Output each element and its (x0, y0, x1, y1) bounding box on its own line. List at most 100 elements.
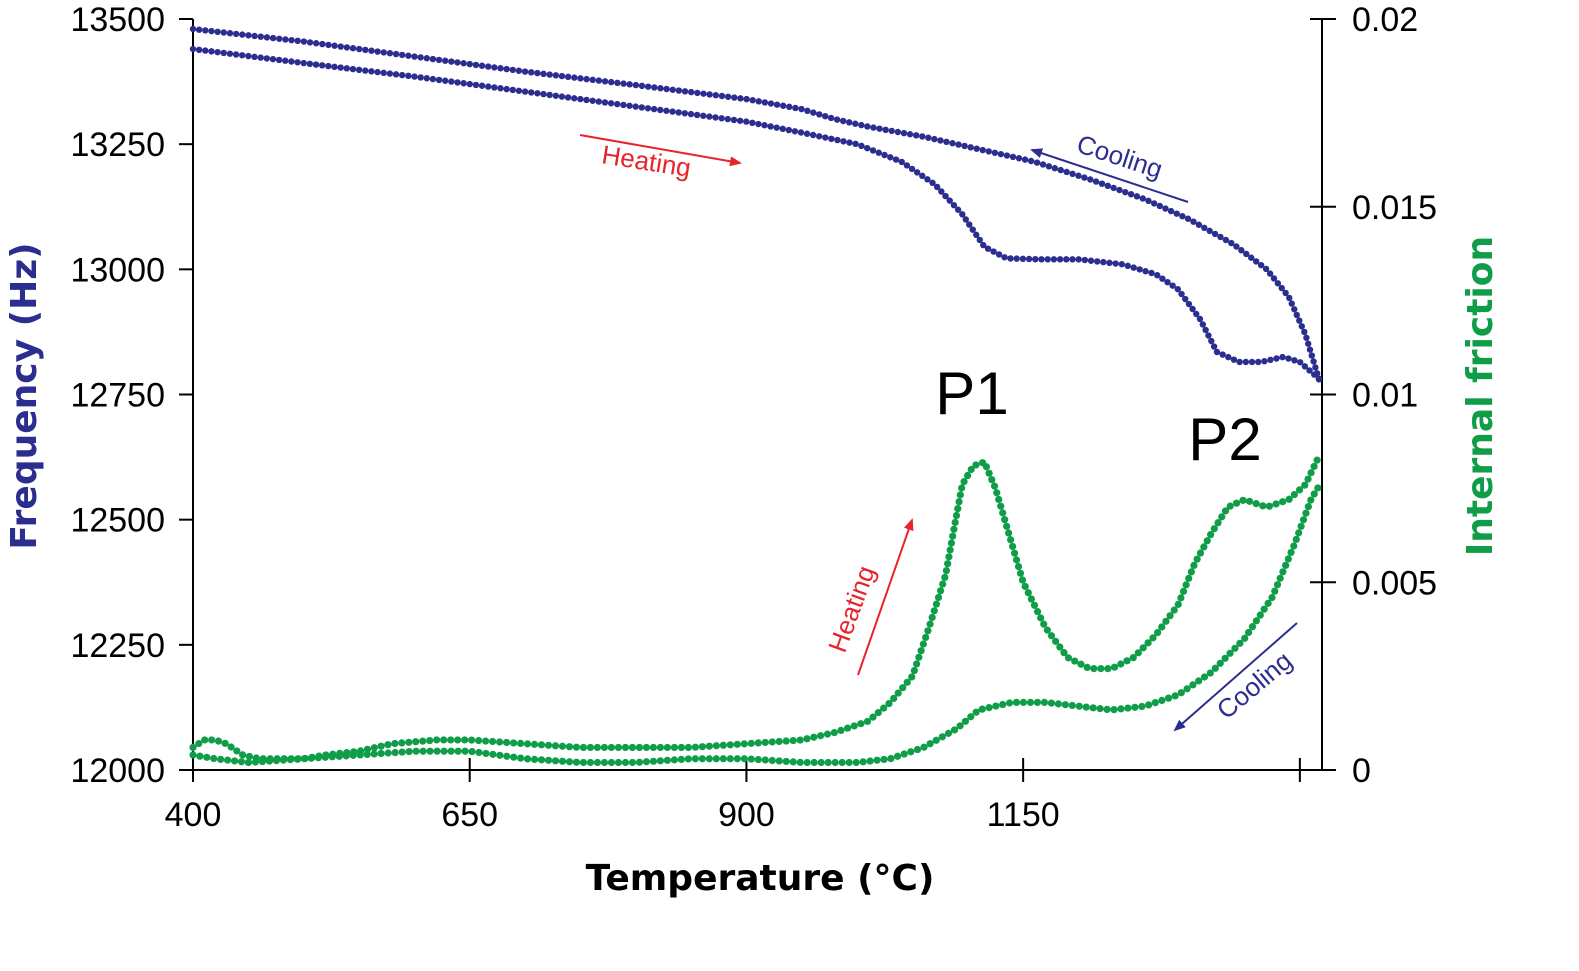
data-point (733, 740, 741, 748)
peak-label-p1: P1 (935, 360, 1008, 427)
data-point (1179, 587, 1188, 595)
data-point (426, 736, 434, 745)
data-point (908, 165, 916, 173)
data-point (700, 90, 707, 97)
y-right-tick-label: 0.005 (1352, 564, 1437, 602)
data-point (1295, 486, 1304, 494)
data-point (844, 724, 852, 732)
data-point (803, 758, 811, 767)
data-point (1148, 269, 1155, 277)
data-point (1203, 537, 1211, 545)
data-point (461, 736, 469, 744)
data-point (1306, 367, 1313, 374)
data-point (917, 647, 925, 655)
data-point (257, 33, 264, 40)
data-point (1200, 673, 1209, 681)
data-point (885, 699, 893, 708)
data-point (589, 97, 596, 104)
data-point (954, 505, 962, 513)
data-point (1154, 272, 1161, 279)
data-point (1310, 490, 1318, 498)
data-point (210, 754, 218, 763)
data-point (663, 107, 670, 114)
data-point (1297, 522, 1305, 530)
data-point (343, 65, 350, 72)
data-point (423, 75, 430, 82)
data-point (392, 50, 400, 58)
data-point (571, 95, 578, 102)
data-point (999, 700, 1007, 709)
data-point (1154, 629, 1162, 637)
data-point (1123, 657, 1131, 665)
data-point (913, 660, 921, 668)
data-point (1014, 563, 1023, 571)
data-point (959, 211, 966, 218)
data-point (1021, 582, 1029, 591)
data-point (796, 758, 804, 766)
y-right-tick-label: 0.02 (1352, 1, 1418, 39)
data-point (1291, 306, 1298, 313)
data-point (730, 116, 738, 124)
data-point (621, 743, 630, 752)
series-friction-3 (189, 484, 1322, 767)
series-frequency-1 (189, 45, 1323, 382)
peak-label-p2: P2 (1188, 406, 1261, 473)
data-point (572, 743, 581, 751)
data-point (1130, 264, 1137, 271)
data-point (1159, 275, 1166, 282)
data-point (1019, 255, 1027, 263)
data-point (1026, 698, 1035, 707)
data-point (724, 93, 732, 100)
data-point (900, 750, 908, 758)
data-point (1213, 348, 1221, 356)
cooling-label-frequency: Cooling (1073, 129, 1166, 185)
y-left-tick-label: 13000 (70, 251, 165, 289)
data-point (993, 489, 1001, 497)
data-point (214, 48, 221, 56)
data-point (614, 79, 621, 87)
data-point (565, 758, 574, 766)
data-point (558, 93, 566, 100)
data-point (675, 109, 682, 116)
data-point (789, 736, 797, 745)
data-point (767, 123, 774, 130)
data-point (374, 48, 381, 55)
data-point (1098, 180, 1106, 187)
data-point (803, 735, 811, 743)
data-point (1117, 705, 1125, 713)
data-point (919, 640, 927, 648)
data-point (733, 755, 741, 763)
data-point (1290, 490, 1298, 499)
data-point (718, 92, 726, 100)
data-point (893, 752, 902, 760)
data-point (384, 749, 392, 757)
data-point (224, 756, 232, 764)
data-point (1162, 617, 1170, 625)
data-point (1093, 258, 1101, 265)
data-point (321, 753, 329, 761)
data-point (1272, 500, 1280, 508)
data-point (398, 51, 406, 59)
data-point (544, 741, 553, 749)
data-point (1127, 191, 1135, 198)
data-point (706, 113, 713, 120)
data-point (1087, 257, 1095, 264)
data-point (1096, 705, 1104, 713)
data-point (995, 251, 1003, 258)
data-point (461, 747, 469, 755)
data-point (1206, 227, 1213, 235)
x-axis-title: Temperature (°C) (586, 858, 935, 899)
data-point (221, 739, 229, 747)
data-point (1177, 689, 1185, 697)
data-point (1297, 359, 1304, 366)
data-point (214, 28, 221, 35)
data-point (288, 36, 295, 44)
data-point (195, 46, 203, 54)
data-point (472, 61, 480, 69)
data-point (1003, 522, 1011, 530)
data-point (614, 100, 621, 108)
data-point (411, 73, 418, 80)
data-point (803, 130, 811, 137)
data-point (1047, 632, 1056, 640)
data-point (1273, 355, 1280, 362)
